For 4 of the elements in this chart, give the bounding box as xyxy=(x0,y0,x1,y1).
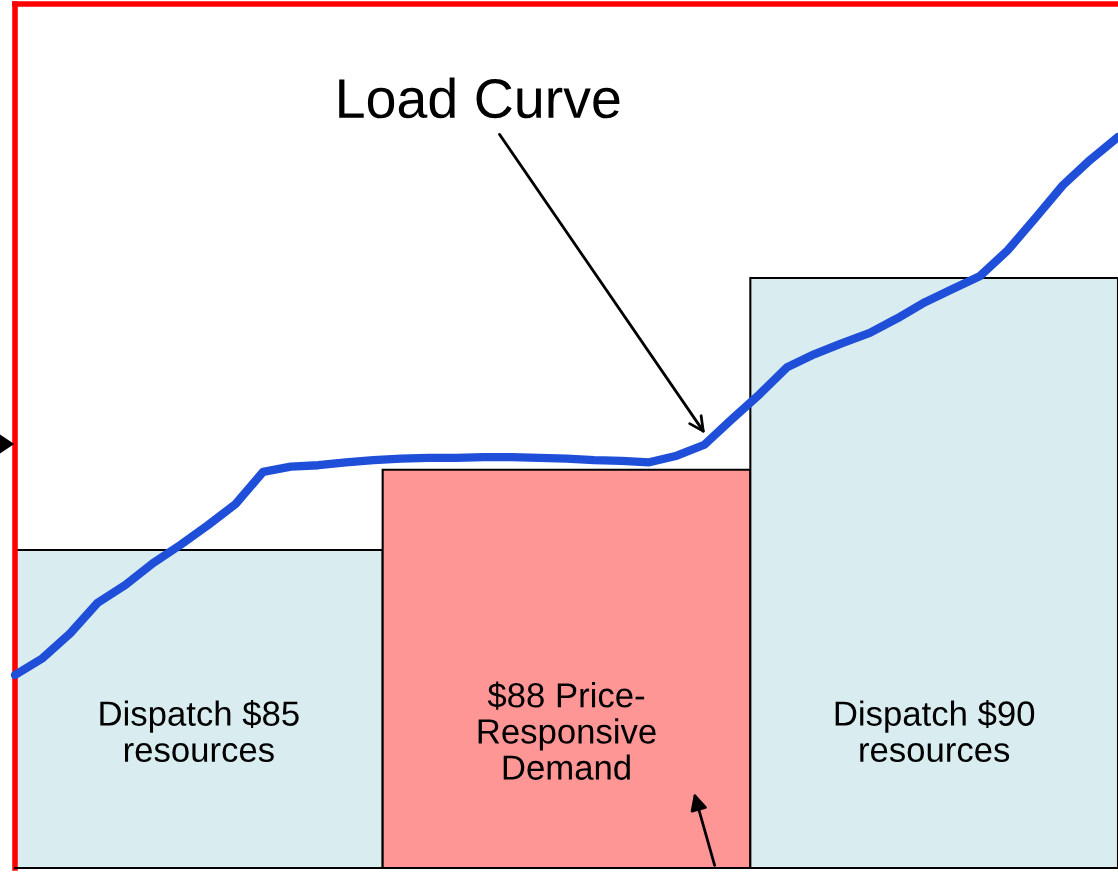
text: Load Curve xyxy=(339,77,620,119)
annotation: Dispatch $90 resources xyxy=(835,699,1035,763)
annotation: $88 Price- Responsive Demand xyxy=(478,681,656,780)
annotation: Dispatch $85 resources xyxy=(100,699,299,763)
